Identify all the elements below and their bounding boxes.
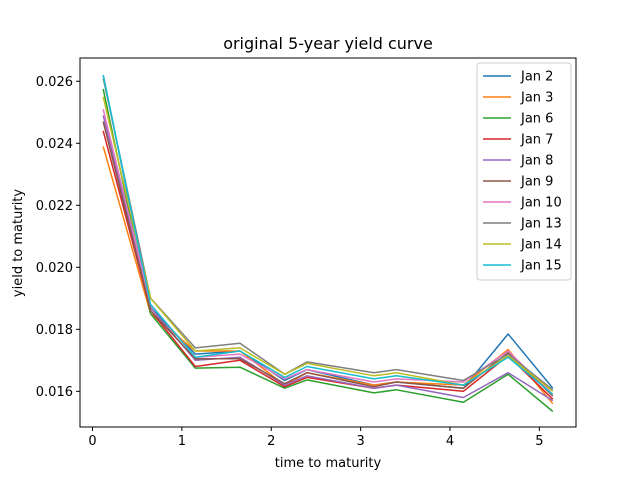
y-tick-label: 0.018 xyxy=(36,323,73,338)
y-tick-label: 0.024 xyxy=(36,137,73,152)
legend-label: Jan 10 xyxy=(520,196,562,211)
plot-frame xyxy=(79,57,577,428)
x-tick-label: 1 xyxy=(178,434,186,449)
legend-label: Jan 6 xyxy=(520,112,553,127)
y-tick-label: 0.022 xyxy=(36,199,73,214)
plot-series-lines xyxy=(102,74,554,413)
legend-label: Jan 8 xyxy=(520,154,553,169)
legend: Jan 2 Jan 3 Jan 6 Jan 7 Jan 8 Jan 9 Jan 10 Jan … xyxy=(476,62,572,281)
x-tick-label: 5 xyxy=(535,434,543,449)
legend-label: Jan 13 xyxy=(520,217,562,232)
legend-label: Jan 7 xyxy=(520,133,553,148)
y-tick-label: 0.026 xyxy=(36,75,73,90)
y-tick-label: 0.016 xyxy=(36,385,73,400)
legend-label: Jan 14 xyxy=(520,238,562,253)
legend-label: Jan 3 xyxy=(520,91,553,106)
x-tick-label: 4 xyxy=(446,434,454,449)
y-axis-ticks: 0.016 0.018 0.020 0.022 0.024 0.026 xyxy=(36,75,80,400)
x-tick-label: 3 xyxy=(356,434,364,449)
legend-label: Jan 2 xyxy=(520,70,553,85)
series-line xyxy=(102,130,554,400)
y-tick-label: 0.020 xyxy=(36,261,73,276)
legend-label: Jan 15 xyxy=(520,259,562,274)
series-line xyxy=(102,78,554,391)
x-axis-ticks: 0 1 2 3 4 5 xyxy=(88,427,543,449)
y-axis-title: yield to maturity xyxy=(11,189,26,298)
series-line xyxy=(102,74,554,395)
x-tick-label: 0 xyxy=(88,434,96,449)
legend-label: Jan 9 xyxy=(520,175,553,190)
x-tick-label: 2 xyxy=(267,434,275,449)
series-line xyxy=(102,88,554,413)
x-axis-title: time to maturity xyxy=(275,456,382,471)
chart-title: original 5-year yield curve xyxy=(223,34,433,53)
